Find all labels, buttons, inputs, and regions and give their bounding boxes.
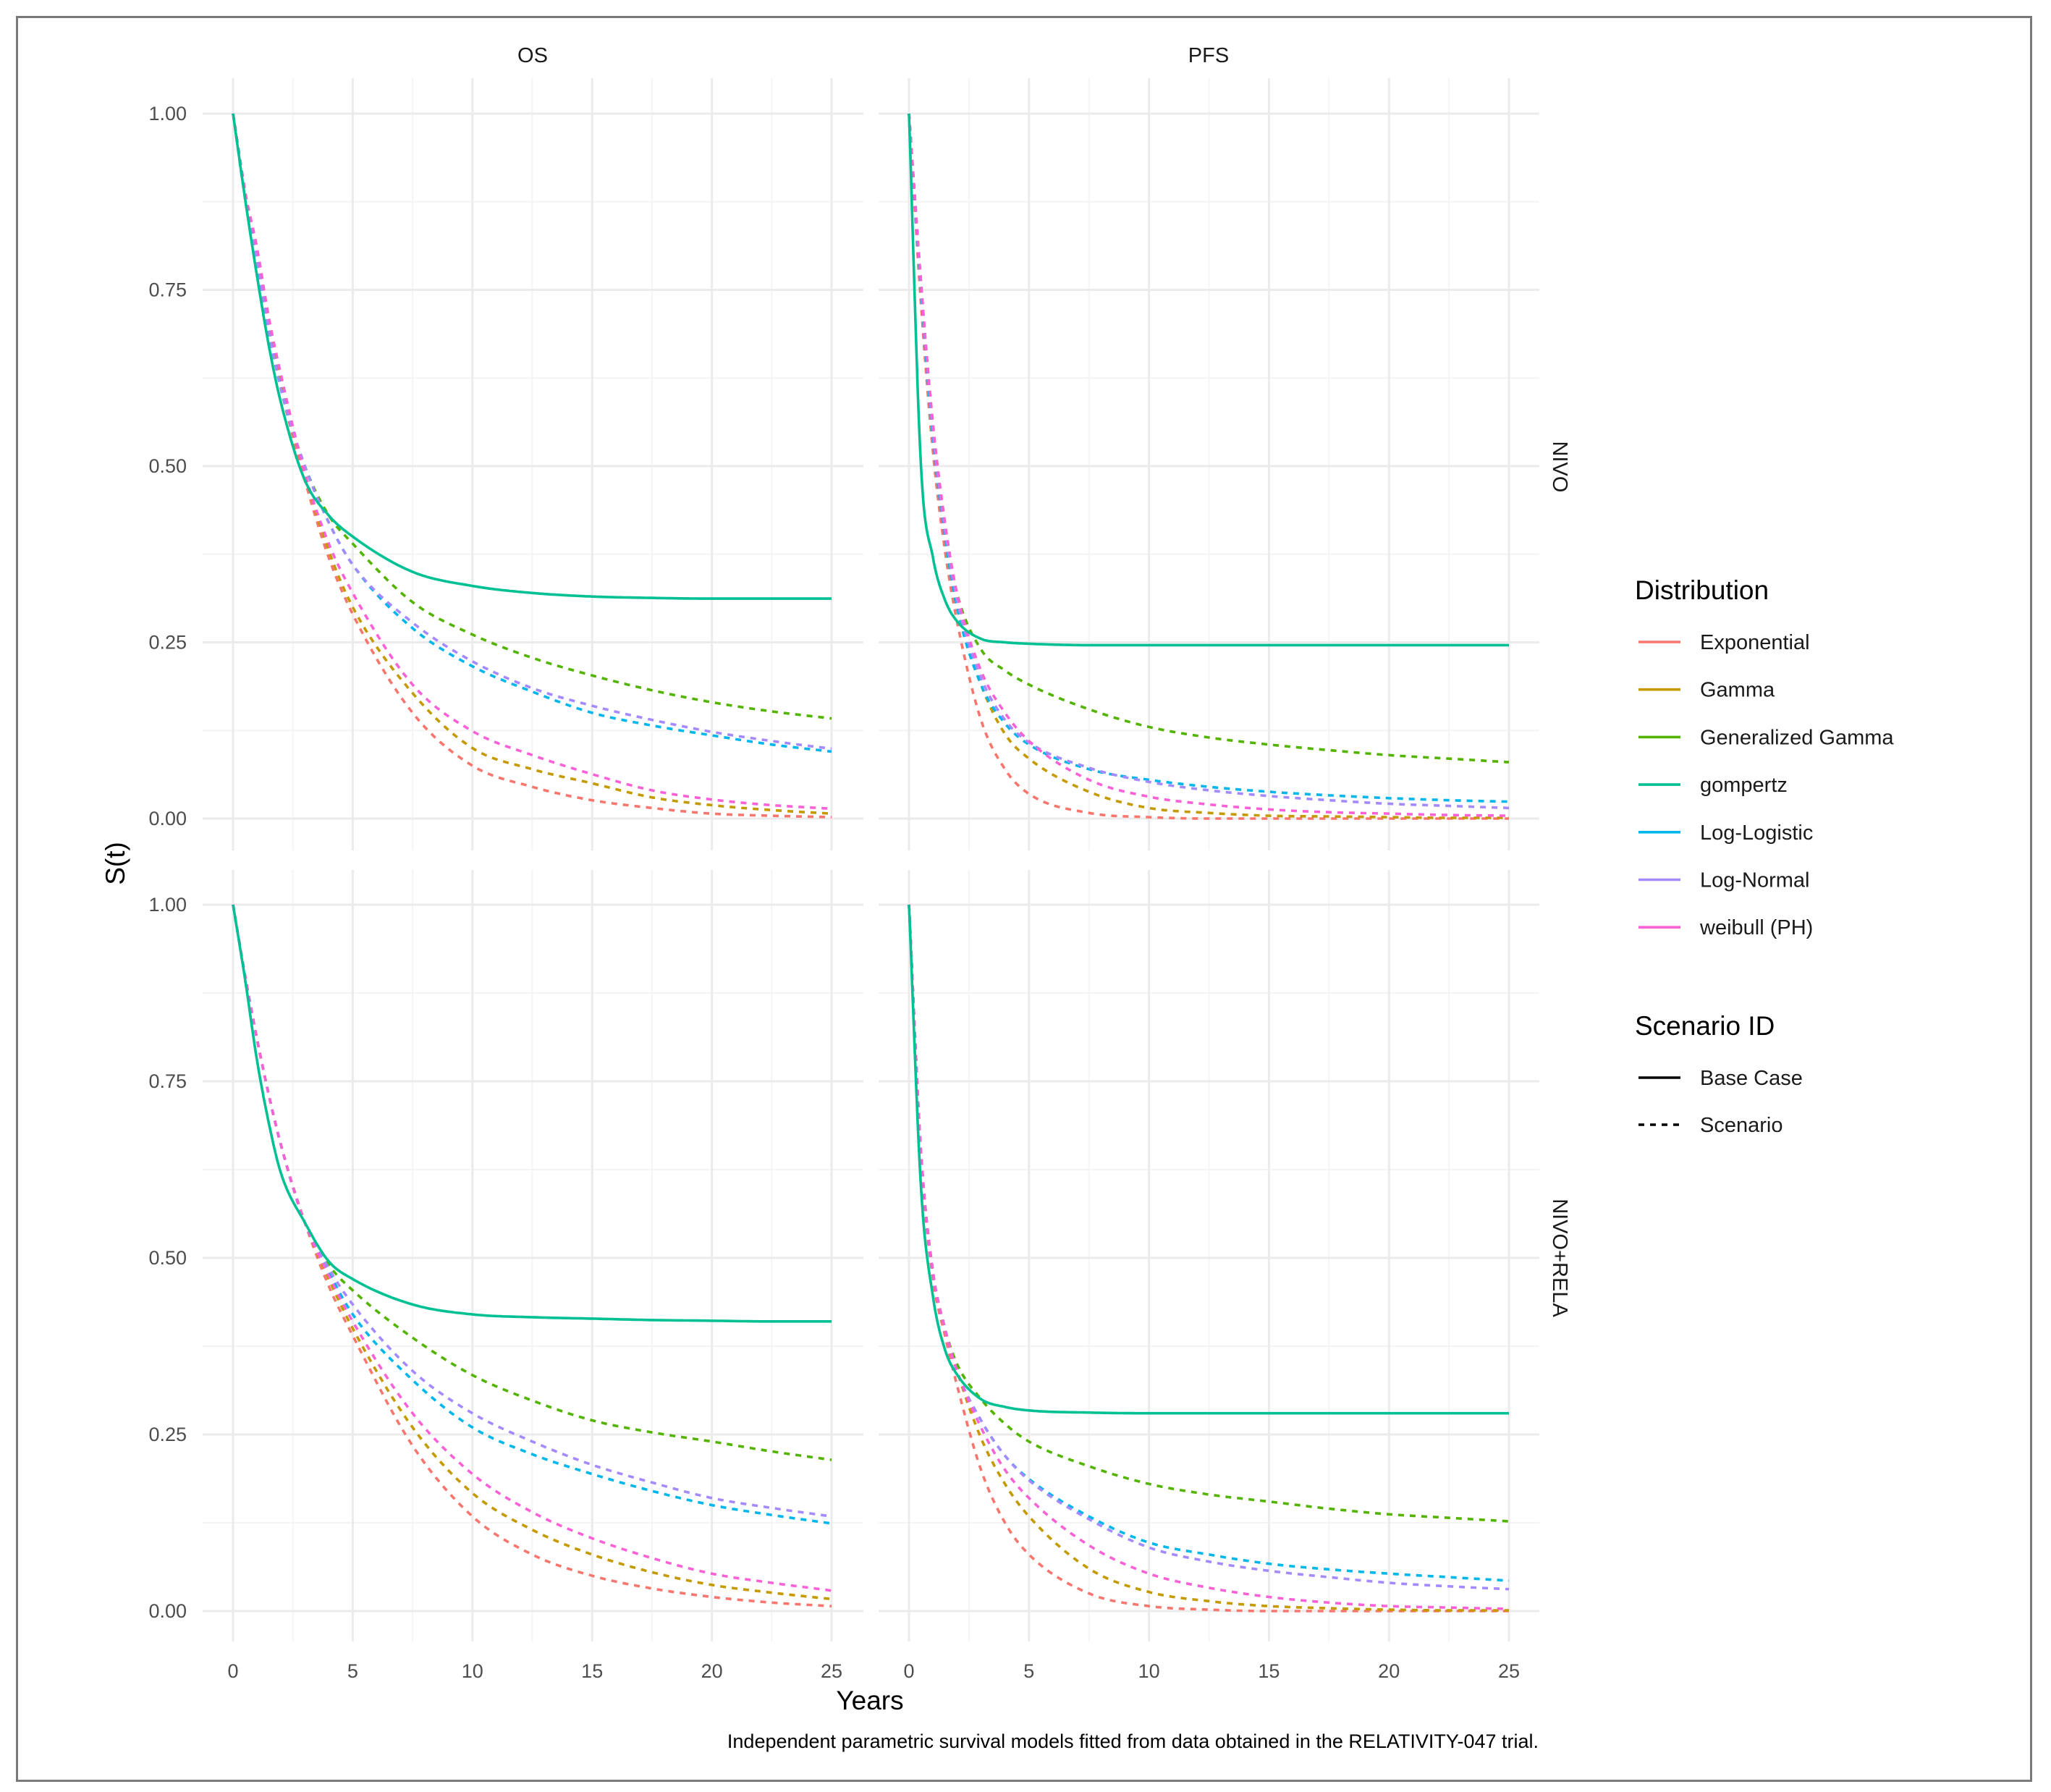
x-tick-label: 25 <box>821 1660 842 1682</box>
legend-item-label: Exponential <box>1700 631 1810 654</box>
strip-label-pfs: PFS <box>1188 44 1229 67</box>
legend-item-label: Generalized Gamma <box>1700 726 1894 749</box>
legend-item-label: weibull (PH) <box>1699 916 1813 939</box>
panel-pfs-nivo <box>879 78 1539 850</box>
series-line-gompertz <box>232 113 832 600</box>
x-tick-label: 5 <box>1023 1660 1034 1682</box>
legend-item-label: Base Case <box>1700 1067 1803 1090</box>
legend-item-generalized-gamma: Generalized Gamma <box>1638 726 1894 749</box>
y-tick-label: 0.25 <box>148 1424 187 1445</box>
x-tick-label: 10 <box>1138 1660 1160 1682</box>
legend-distribution-title: Distribution <box>1635 575 1769 605</box>
y-axis-title: S(t) <box>101 842 130 885</box>
x-tick-label: 20 <box>1378 1660 1400 1682</box>
legend-item-exponential: Exponential <box>1638 631 1810 654</box>
x-tick-label: 0 <box>903 1660 914 1682</box>
series-line-generalized-gamma <box>908 904 1510 1523</box>
strip-label-os: OS <box>517 44 548 67</box>
panels: 0.00 0.25 0.50 0.75 1.00 0.00 0.25 0.50 0.75 1.00… <box>148 78 1539 1682</box>
y-tick-label: 0.50 <box>148 455 187 477</box>
series-line-gamma <box>908 904 1509 1612</box>
legend-item-gamma: Gamma <box>1638 679 1775 702</box>
legend-item-weibull-ph-: weibull (PH) <box>1638 916 1813 939</box>
x-tick-label: 20 <box>701 1660 723 1682</box>
strip-label-nivo: NIVO <box>1548 441 1571 493</box>
panel-os-nivo: 0.00 0.25 0.50 0.75 1.00 <box>148 78 863 850</box>
series-line-weibull-ph- <box>908 113 1509 817</box>
legend: Distribution Scenario ID Exponential Gamm… <box>1635 575 1894 1137</box>
legend-item-scenario: Scenario <box>1638 1114 1783 1137</box>
x-tick-label: 5 <box>347 1660 358 1682</box>
x-tick-label: 0 <box>227 1660 238 1682</box>
series-line-exponential <box>908 904 1509 1613</box>
legend-item-label: Log-Normal <box>1700 869 1810 892</box>
panel-pfs-nivo-rela: 0 5 10 15 20 25 <box>879 870 1539 1682</box>
y-tick-label: 0.75 <box>148 279 187 301</box>
series-line-log-normal <box>908 904 1510 1591</box>
caption: Independent parametric survival models f… <box>727 1730 1539 1752</box>
x-axis-title: Years <box>836 1686 903 1715</box>
x-tick-label: 15 <box>1258 1660 1280 1682</box>
y-tick-label: 0.00 <box>148 808 187 829</box>
legend-scenario-title: Scenario ID <box>1635 1011 1775 1041</box>
legend-item-log-logistic: Log-Logistic <box>1638 821 1813 845</box>
series-line-exponential <box>908 113 1509 820</box>
x-tick-label: 10 <box>462 1660 483 1682</box>
series-line-weibull-ph- <box>232 904 832 1592</box>
legend-item-label: Log-Logistic <box>1700 821 1813 845</box>
strip-label-nivo-rela: NIVO+RELA <box>1548 1199 1571 1317</box>
legend-item-label: Scenario <box>1700 1114 1783 1137</box>
panel-os-nivo-rela: 0.00 0.25 0.50 0.75 1.00 0 5 10 15 20 25 <box>148 870 863 1682</box>
figure-frame <box>16 16 2032 1782</box>
series-line-log-logistic <box>908 113 1510 803</box>
y-tick-label: 0.50 <box>148 1247 187 1269</box>
series-line-log-logistic <box>908 904 1510 1582</box>
legend-item-gompertz: gompertz <box>1638 774 1788 797</box>
y-tick-label: 0.75 <box>148 1070 187 1092</box>
legend-item-base-case: Base Case <box>1638 1067 1803 1090</box>
y-tick-label: 1.00 <box>148 103 187 124</box>
y-tick-label: 1.00 <box>148 894 187 916</box>
y-tick-label: 0.25 <box>148 632 187 654</box>
legend-item-label: gompertz <box>1700 774 1788 797</box>
x-tick-label: 15 <box>581 1660 603 1682</box>
series-line-log-normal <box>232 113 832 751</box>
x-tick-label: 25 <box>1498 1660 1520 1682</box>
series-line-weibull-ph- <box>908 904 1510 1610</box>
y-tick-label: 0.00 <box>148 1600 187 1622</box>
legend-item-log-normal: Log-Normal <box>1638 869 1810 892</box>
series-line-gompertz <box>908 904 1509 1415</box>
series-line-gompertz <box>232 904 832 1323</box>
series-line-gompertz <box>908 113 1509 647</box>
legend-item-label: Gamma <box>1700 679 1775 702</box>
